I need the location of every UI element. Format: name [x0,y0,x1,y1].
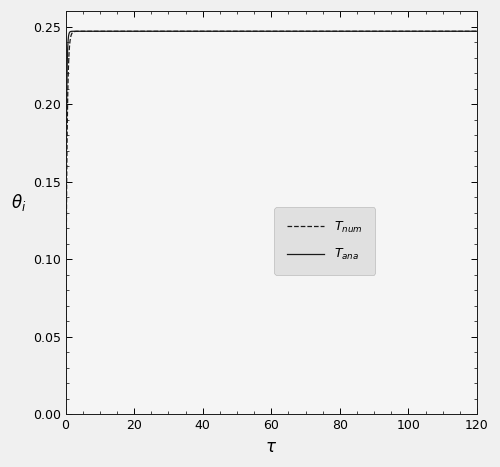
Legend: $T_{\mathit{num}}$, $T_{\mathit{ana}}$: $T_{\mathit{num}}$, $T_{\mathit{ana}}$ [274,207,376,275]
Y-axis label: $\theta_i$: $\theta_i$ [11,192,26,213]
X-axis label: $\tau$: $\tau$ [265,438,278,456]
